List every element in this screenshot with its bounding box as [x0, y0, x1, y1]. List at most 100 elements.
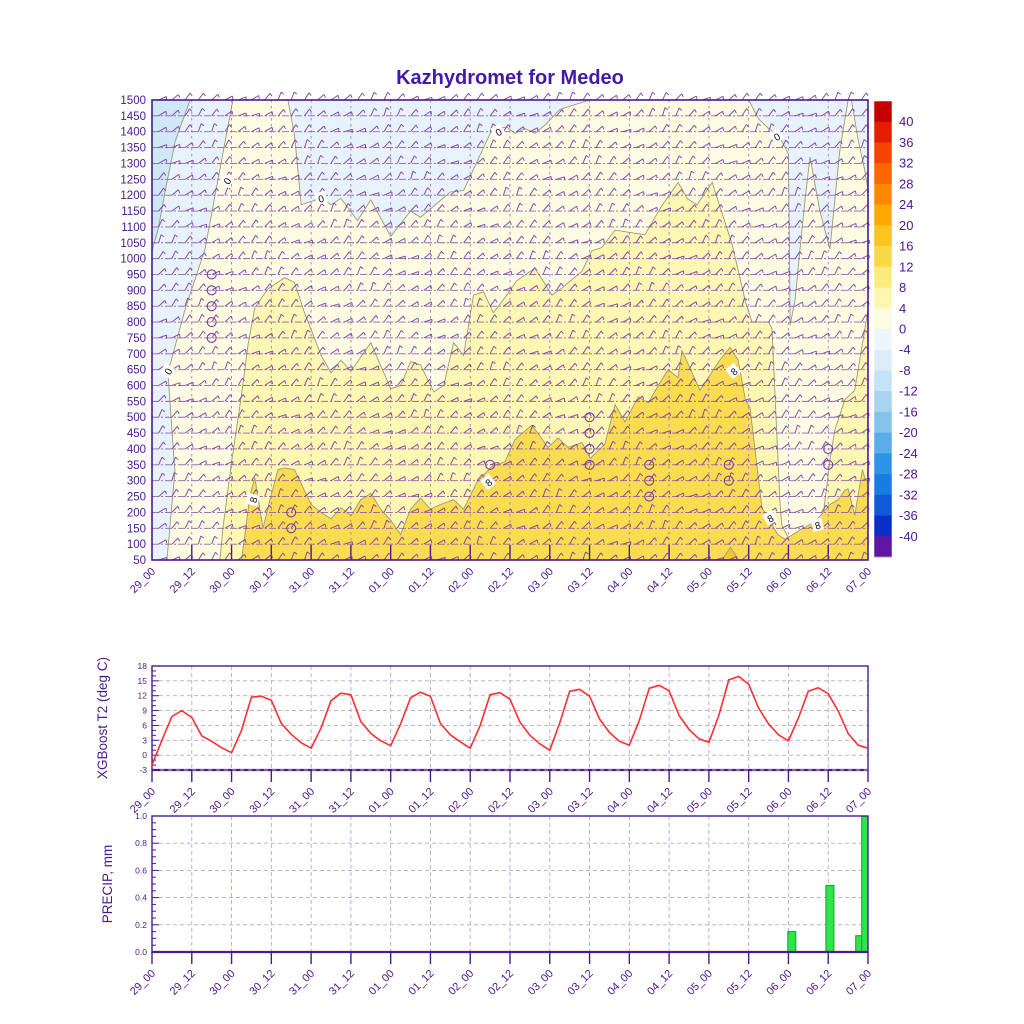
- wind-barb: [556, 473, 564, 482]
- wind-barb: [622, 523, 632, 529]
- wind-barb: [556, 176, 565, 181]
- precip-x-tick-label: 02_12: [486, 968, 516, 998]
- wind-barb: [516, 126, 525, 133]
- wind-barb: [662, 191, 671, 196]
- wind-barb: [290, 313, 297, 323]
- wind-barb: [662, 490, 671, 497]
- wind-barb: [741, 159, 751, 164]
- wind-barb: [410, 254, 420, 260]
- wind-barb: [396, 315, 406, 323]
- wind-barb: [237, 126, 247, 133]
- wind-barb: [860, 155, 868, 164]
- wind-barb: [555, 298, 564, 307]
- wind-barb: [317, 362, 326, 370]
- wind-barb: [847, 313, 854, 323]
- wind-barb: [609, 475, 618, 482]
- wind-barb: [343, 393, 352, 402]
- wind-barb: [410, 331, 419, 339]
- wind-barb: [860, 551, 868, 561]
- wind-barb: [662, 329, 669, 339]
- wind-barb: [701, 171, 709, 180]
- wind-barb: [569, 346, 578, 355]
- wind-barb: [821, 235, 830, 244]
- wind-barb: [184, 443, 194, 450]
- wind-barb: [237, 301, 247, 307]
- wind-barb: [357, 427, 366, 434]
- colorbar-cell: [874, 536, 892, 558]
- wind-barb: [860, 92, 869, 101]
- wind-barb: [728, 109, 737, 117]
- wind-barb: [344, 111, 353, 117]
- wind-barb: [701, 457, 710, 466]
- wind-barb: [197, 330, 206, 339]
- wind-barb: [768, 345, 776, 355]
- wind-barb: [516, 140, 525, 148]
- wind-barb: [556, 140, 565, 148]
- wind-barb: [622, 332, 632, 339]
- wind-barb: [503, 221, 512, 228]
- wind-barb: [834, 488, 841, 497]
- wind-barb: [158, 380, 168, 386]
- wind-barb: [423, 393, 431, 402]
- wind-barb: [158, 110, 168, 117]
- wind-barb: [330, 202, 337, 212]
- wind-barb: [675, 189, 684, 196]
- t2-y-tick-label: 18: [138, 661, 148, 671]
- wind-barb: [688, 285, 698, 291]
- wind-barb: [569, 443, 579, 450]
- wind-barb: [834, 414, 844, 419]
- wind-barb: [675, 255, 685, 260]
- wind-barb: [450, 348, 459, 355]
- wind-barb: [171, 537, 180, 545]
- wind-barb: [649, 429, 658, 434]
- wind-barb: [715, 126, 725, 133]
- wind-barb: [277, 488, 284, 497]
- calm-circle: [206, 332, 217, 343]
- wind-barb: [649, 192, 658, 197]
- wind-barb: [741, 331, 751, 339]
- wind-barb: [781, 409, 789, 418]
- wind-barb: [383, 395, 393, 402]
- wind-barb: [423, 218, 431, 228]
- wind-barb: [463, 92, 472, 101]
- wind-barb: [370, 142, 380, 149]
- wind-barb: [754, 330, 763, 339]
- wind-barb: [529, 187, 538, 196]
- wind-barb: [807, 234, 816, 244]
- wind-barb: [569, 299, 578, 307]
- wind-barb: [250, 473, 259, 481]
- wind-barb: [622, 143, 632, 149]
- wind-barb: [702, 126, 711, 133]
- wind-barb: [330, 363, 340, 371]
- wind-barb: [410, 409, 418, 418]
- wind-barb: [675, 299, 684, 307]
- wind-barb: [158, 409, 165, 418]
- wind-barb: [688, 170, 695, 180]
- wind-barb: [701, 442, 710, 450]
- wind-barb: [609, 285, 618, 291]
- wind-barb: [675, 221, 685, 228]
- wind-barb: [728, 537, 737, 545]
- wind-barb: [237, 202, 245, 212]
- wind-barb: [502, 124, 511, 132]
- wind-barb: [463, 347, 472, 355]
- wind-barb: [410, 301, 419, 307]
- wind-barb: [821, 314, 830, 323]
- wind-barb: [396, 140, 405, 148]
- wind-barb: [476, 223, 486, 228]
- wind-barb: [635, 191, 645, 196]
- wind-barb: [264, 488, 271, 497]
- wind-barb: [675, 107, 683, 117]
- wind-barb: [595, 442, 604, 450]
- wind-barb: [264, 159, 274, 164]
- wind-barb: [277, 521, 286, 529]
- precip-x-tick-label: 03_12: [566, 968, 596, 998]
- wind-barb: [608, 155, 617, 164]
- wind-barb: [264, 250, 271, 259]
- wind-barb: [701, 203, 710, 212]
- wind-barb: [198, 473, 207, 482]
- wind-barb: [304, 268, 313, 275]
- wind-barb: [463, 282, 471, 291]
- wind-barb: [834, 298, 842, 307]
- wind-barb: [675, 552, 683, 561]
